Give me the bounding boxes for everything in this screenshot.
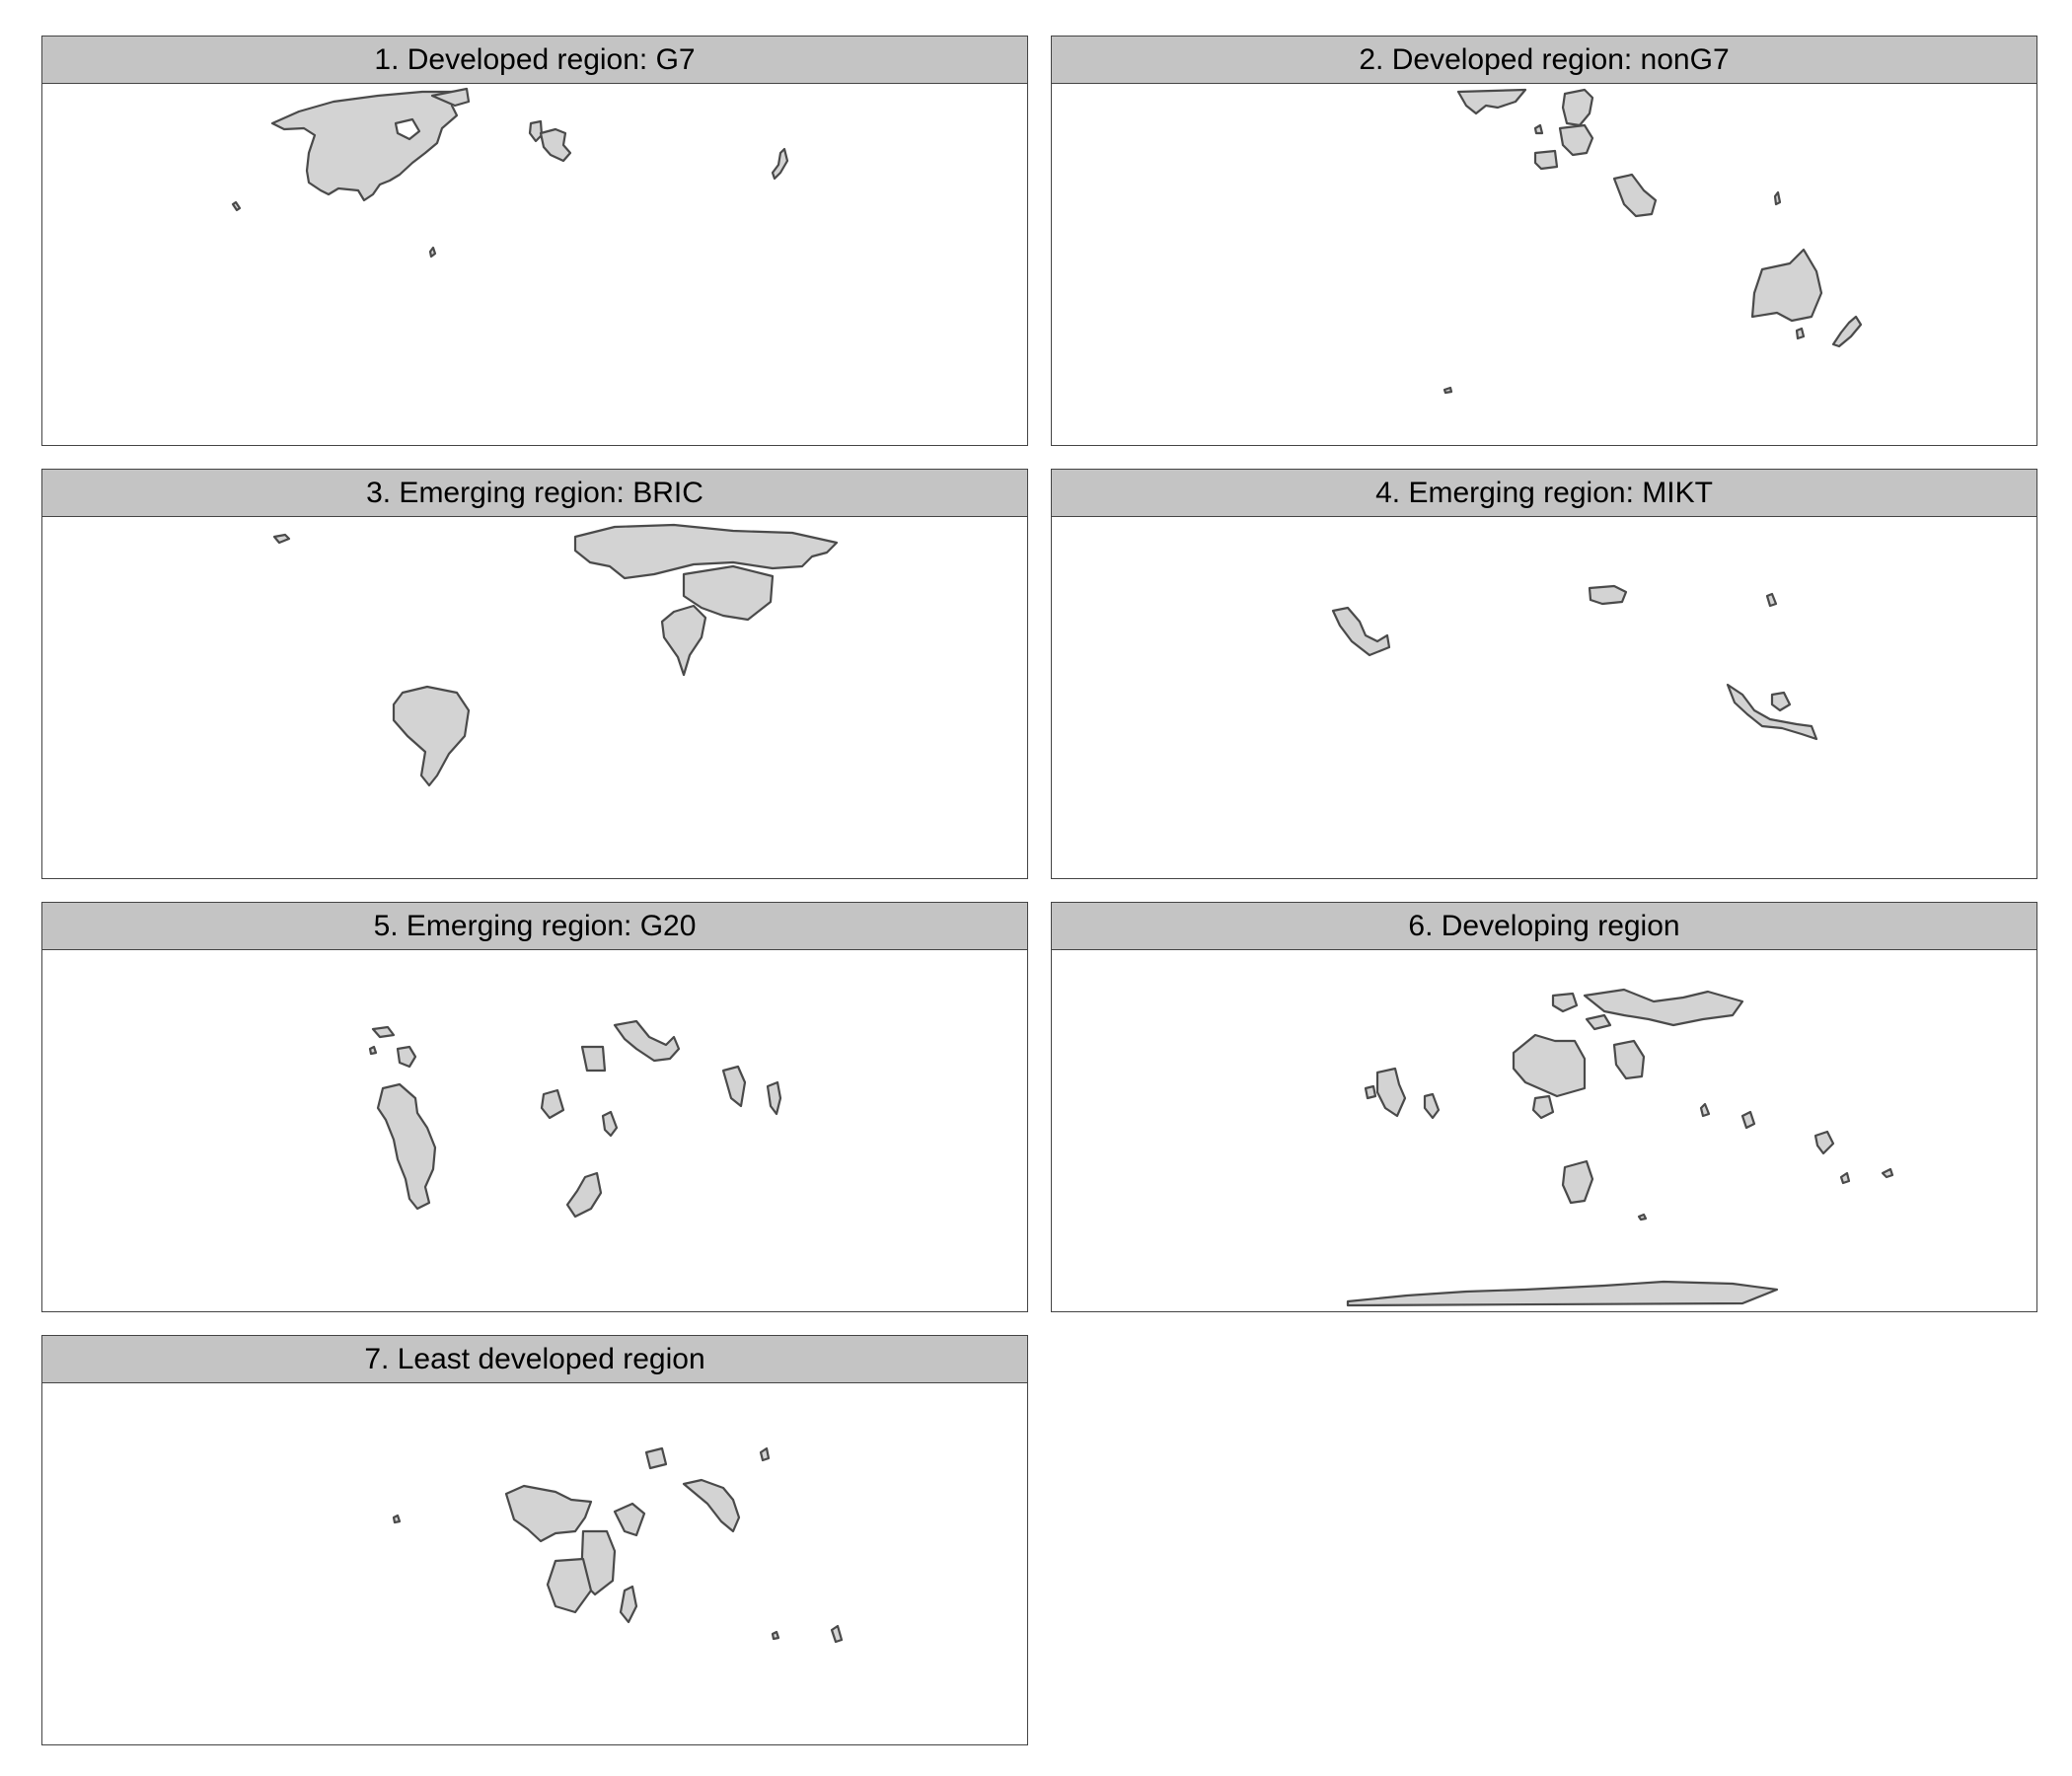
mexico-shape (1331, 606, 1391, 657)
panel-title: 1. Developed region: G7 (42, 37, 1027, 84)
panel-title: 3. Emerging region: BRIC (42, 470, 1027, 517)
europe-nong7-shape (1558, 123, 1594, 157)
panel-title: 7. Least developed region (42, 1336, 1027, 1383)
korea-shape (1765, 592, 1778, 608)
panel-title: 5. Emerging region: G20 (42, 903, 1027, 950)
small-island-shape (1533, 123, 1544, 135)
madagascar-shape (619, 1585, 638, 1624)
south-africa-shape (1561, 1159, 1594, 1205)
pacific-island-shape (759, 1446, 771, 1462)
indonesia-islands-shape (1770, 691, 1792, 712)
greenland-shape (430, 87, 471, 108)
tasmania-shape (1795, 327, 1806, 340)
alaska-fragment-shape (272, 533, 291, 545)
cuba-shape (1423, 1092, 1441, 1120)
mexico-central-shape (1375, 1067, 1407, 1118)
map-least-developed (392, 1446, 844, 1644)
small-asia-island-shape (1699, 1102, 1711, 1118)
brazil-shape (392, 685, 471, 787)
pacific-island-shape (1839, 1171, 1851, 1185)
map-panel-g7: 1. Developed region: G7 (41, 36, 1028, 446)
small-island-shape (1637, 1213, 1648, 1221)
australia-shape (1750, 248, 1823, 323)
mexico-shape (613, 1019, 681, 1063)
panel-title: 2. Developed region: nonG7 (1052, 37, 2036, 84)
map-panel-least-developed: 7. Least developed region (41, 1335, 1028, 1745)
pacific-island-shape (1881, 1167, 1894, 1179)
japan-shape (771, 147, 789, 181)
indonesia-shape (1813, 1130, 1835, 1155)
map-developing (1346, 988, 1894, 1307)
philippines-shape (1740, 1110, 1756, 1130)
panel-title: 6. Developing region (1052, 903, 2036, 950)
southeast-asia-shape (721, 1065, 747, 1108)
central-asia-shape (1583, 988, 1744, 1027)
iberia-shape (1533, 149, 1559, 171)
map-bric (272, 523, 839, 787)
greenland-iceland-shape (1456, 88, 1527, 115)
indonesia-shape (1726, 683, 1818, 741)
west-africa-shape (540, 1088, 565, 1120)
map-panel-g20: 5. Emerging region: G20 (41, 902, 1028, 1312)
scandinavia-shape (1561, 88, 1594, 127)
europe-east-shape (1551, 992, 1579, 1013)
iceland-shape (368, 1045, 378, 1056)
south-america-shape (376, 1082, 437, 1211)
map-panel-nong7: 2. Developed region: nonG7 (1051, 36, 2037, 446)
south-asia-shape (682, 1478, 741, 1533)
antarctica-shape (1346, 1280, 1779, 1307)
central-africa-shape (546, 1557, 593, 1614)
map-mikt (1331, 584, 1818, 741)
new-zealand-shape (1831, 315, 1863, 348)
middle-east-shape (644, 1446, 668, 1470)
turkey-shape (1588, 584, 1628, 606)
europe-shape (539, 127, 572, 163)
uk-shape (528, 119, 544, 143)
map-g7 (231, 87, 789, 259)
horn-of-africa-shape (613, 1502, 646, 1537)
west-africa-shape (504, 1484, 593, 1543)
pacific-island-shape (830, 1624, 844, 1644)
caucasus-shape (1585, 1013, 1612, 1031)
map-panel-bric: 3. Emerging region: BRIC (41, 469, 1028, 879)
small-pacific-shape (771, 1630, 780, 1641)
caribbean-shape (1364, 1084, 1377, 1100)
west-africa-shape (1531, 1094, 1555, 1120)
greenland-shape (371, 1025, 396, 1039)
map-g20 (368, 1019, 782, 1219)
central-africa-shape (601, 1110, 619, 1138)
north-africa-shape (1512, 1033, 1587, 1098)
north-america-shape (270, 90, 469, 202)
east-asia-shape (766, 1080, 782, 1116)
russia-shape (573, 523, 839, 580)
arabia-shape (1612, 173, 1658, 218)
southern-africa-shape (565, 1171, 603, 1219)
small-east-island-shape (1773, 190, 1782, 206)
map-nong7 (1443, 88, 1863, 395)
small-south-island-shape (1443, 386, 1453, 395)
china-shape (682, 564, 775, 622)
middle-east-shape (1612, 1039, 1646, 1080)
hudson-bay-shape (394, 117, 421, 141)
panel-title: 4. Emerging region: MIKT (1052, 470, 2036, 517)
small-atlantic-shape (392, 1514, 402, 1524)
hawaii-shape (231, 200, 242, 212)
map-panel-developing: 6. Developing region (1051, 902, 2037, 1312)
india-shape (660, 604, 707, 677)
uk-shape (396, 1045, 417, 1069)
egypt-shape (580, 1045, 607, 1073)
island-shape (428, 246, 437, 259)
map-panel-mikt: 4. Emerging region: MIKT (1051, 469, 2037, 879)
